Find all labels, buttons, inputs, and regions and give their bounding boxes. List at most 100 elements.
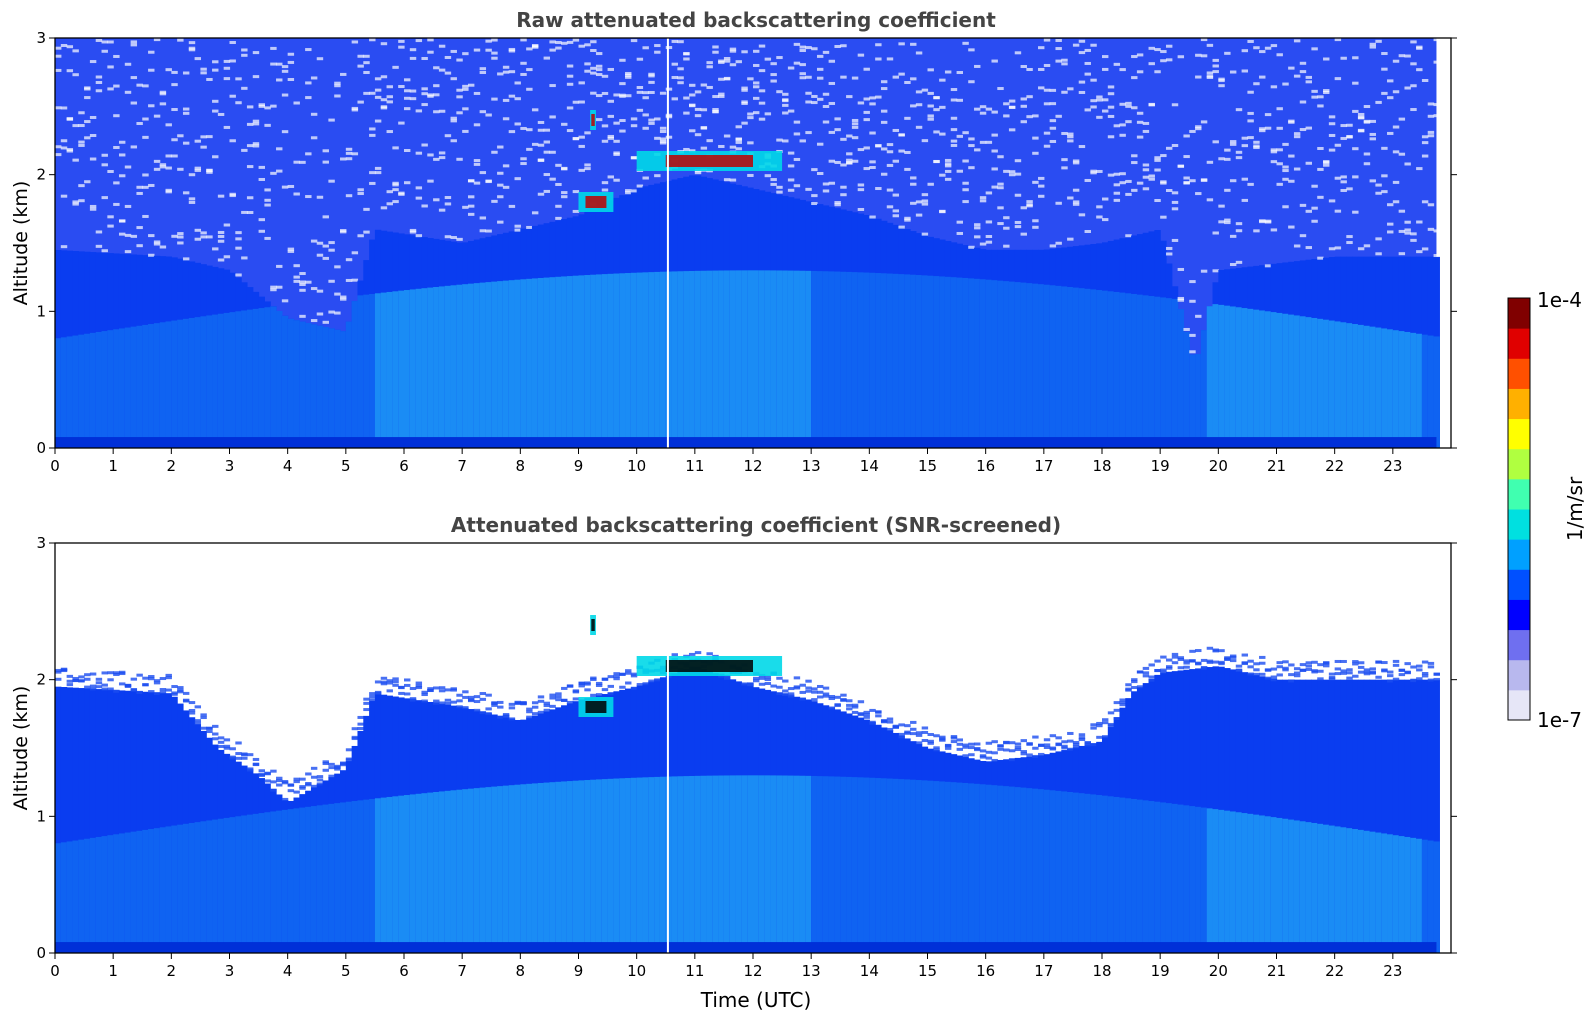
heatmap-column [613,672,620,953]
heatmap-column [729,664,737,953]
heatmap-column [578,44,585,448]
heatmap-column [1398,54,1406,448]
x-tick-label: 13 [802,457,821,475]
colorbar: 1e-4 1e-7 1/m/sr [1507,288,1587,732]
x-tick-label: 21 [1267,457,1286,475]
heatmap-column [985,741,993,953]
heatmap-column [473,695,481,953]
heatmap-column [1084,741,1091,953]
heatmap-column [846,699,853,953]
heatmap-column [1416,45,1423,448]
heatmap-column [1241,653,1249,953]
heatmap-column [840,44,847,448]
heatmap-column [456,693,463,953]
x-tick-label: 23 [1383,457,1402,475]
heatmap-column [1096,95,1103,448]
heatmap-column [392,65,399,448]
heatmap-column [595,52,603,448]
heatmap-column [1142,666,1150,953]
heatmap-column [578,681,585,953]
heatmap-column [514,700,521,953]
heatmap-column [793,42,801,448]
heatmap-column [1043,38,1051,448]
heatmap-column [514,81,521,448]
heatmap-column [508,702,516,953]
heatmap-column [1317,663,1324,953]
x-tick-label: 11 [685,457,704,475]
heatmap-column [828,59,836,448]
x-tick-label: 12 [743,962,762,980]
heatmap-column [1427,661,1435,953]
heatmap-column [264,106,271,448]
heatmap-column [450,49,457,448]
heatmap-column [787,687,795,953]
heatmap-column [654,658,661,953]
heatmap-column [753,672,760,953]
colorbar-segment [1508,418,1530,450]
cloud-core [591,114,595,126]
heatmap-column [107,40,114,448]
heatmap-column [95,677,103,953]
heatmap-column [950,735,958,953]
colorbar-segment [1508,629,1530,661]
heatmap-column [153,38,161,448]
heatmap-column [322,149,329,448]
heatmap-column [1107,711,1115,953]
x-tick-label: 3 [225,457,235,475]
heatmap-column [404,78,411,448]
heatmap-column [793,676,801,953]
heatmap-column [933,96,940,448]
heatmap-column [386,85,393,448]
heatmap-column [561,41,568,448]
heatmap-column [1096,721,1103,953]
heatmap-column [182,71,190,448]
heatmap-column [433,66,440,448]
x-tick-label: 22 [1325,457,1344,475]
heatmap-column [834,45,841,448]
heatmap-column [1381,661,1388,953]
heatmap-column [462,52,469,448]
heatmap-column [851,703,859,953]
heatmap-column [270,769,277,953]
heatmap-column [683,654,690,953]
heatmap-column [1270,44,1278,448]
heatmap-column [328,118,335,448]
heatmap-column [816,54,824,448]
heatmap-column [857,53,865,448]
heatmap-column [1247,39,1254,448]
heatmap-column [1131,55,1138,448]
heatmap-column [159,677,167,953]
heatmap-column [438,686,446,953]
heatmap-column [1293,667,1301,953]
heatmap-column [305,48,312,448]
heatmap-column [974,742,981,953]
heatmap-column [1264,668,1272,953]
heatmap-column [1235,108,1243,448]
heatmap-column [113,54,120,448]
heatmap-column [782,679,789,953]
x-tick-label: 20 [1209,457,1228,475]
x-tick-label: 16 [976,457,995,475]
x-tick-label: 7 [457,457,467,475]
heatmap-column [421,57,428,448]
heatmap-column [223,59,231,448]
heatmap-column [502,65,510,448]
axes-raw: 0 1 2 3 4 5 6 7 8 9 10 11 12 13 14 15 16 17 18 19 20 21 22 2301… [36,29,1457,475]
heatmap-column [555,41,562,448]
heatmap-column [1387,79,1394,448]
surface-band [55,942,1437,953]
heatmap-column [84,86,91,448]
x-tick-label: 15 [918,962,937,980]
heatmap-column [875,710,882,953]
heatmap-column [1375,660,1382,953]
heatmap-column [380,676,388,953]
heatmap-column [968,742,975,953]
heatmap-column [1334,659,1342,953]
heatmap-column [1189,129,1196,448]
x-tick-label: 2 [167,457,177,475]
heatmap-column [444,688,452,953]
heatmap-column [281,780,289,953]
heatmap-column [747,682,754,953]
cloud-core [591,619,595,631]
heatmap-column [566,684,574,953]
